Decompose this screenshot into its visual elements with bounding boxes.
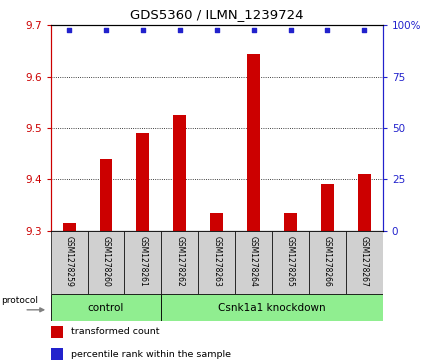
Text: control: control [88,303,124,313]
Point [103,26,110,32]
Bar [247,54,260,231]
Bar [51,348,63,360]
FancyBboxPatch shape [309,231,346,294]
Bar [99,159,113,231]
FancyBboxPatch shape [88,231,125,294]
Bar [358,174,371,231]
Bar [321,184,334,231]
Text: GSM1278266: GSM1278266 [323,236,332,286]
Point [213,26,220,32]
FancyBboxPatch shape [198,231,235,294]
Text: GSM1278267: GSM1278267 [360,236,369,286]
Text: GSM1278264: GSM1278264 [249,236,258,286]
Text: GSM1278262: GSM1278262 [175,236,184,286]
FancyBboxPatch shape [51,294,161,321]
FancyBboxPatch shape [161,231,198,294]
FancyBboxPatch shape [346,231,383,294]
Bar [173,115,186,231]
Text: transformed count: transformed count [71,327,159,336]
Text: Csnk1a1 knockdown: Csnk1a1 knockdown [218,303,326,313]
Bar [51,326,63,338]
Text: GSM1278265: GSM1278265 [286,236,295,286]
Point [250,26,257,32]
Point [287,26,294,32]
Text: GSM1278259: GSM1278259 [65,236,73,286]
Text: GSM1278261: GSM1278261 [138,236,147,286]
Text: percentile rank within the sample: percentile rank within the sample [71,350,231,359]
FancyBboxPatch shape [272,231,309,294]
Bar [62,223,76,231]
Point [139,26,147,32]
Bar [284,213,297,231]
Point [176,26,183,32]
Point [361,26,368,32]
FancyBboxPatch shape [125,231,161,294]
Text: protocol: protocol [1,296,38,305]
Text: GSM1278263: GSM1278263 [212,236,221,286]
Text: GSM1278260: GSM1278260 [102,236,110,286]
FancyBboxPatch shape [51,231,88,294]
FancyBboxPatch shape [161,294,383,321]
Bar [210,213,223,231]
FancyBboxPatch shape [235,231,272,294]
Title: GDS5360 / ILMN_1239724: GDS5360 / ILMN_1239724 [130,8,304,21]
Bar [136,133,149,231]
Point [324,26,331,32]
Point [66,26,73,32]
